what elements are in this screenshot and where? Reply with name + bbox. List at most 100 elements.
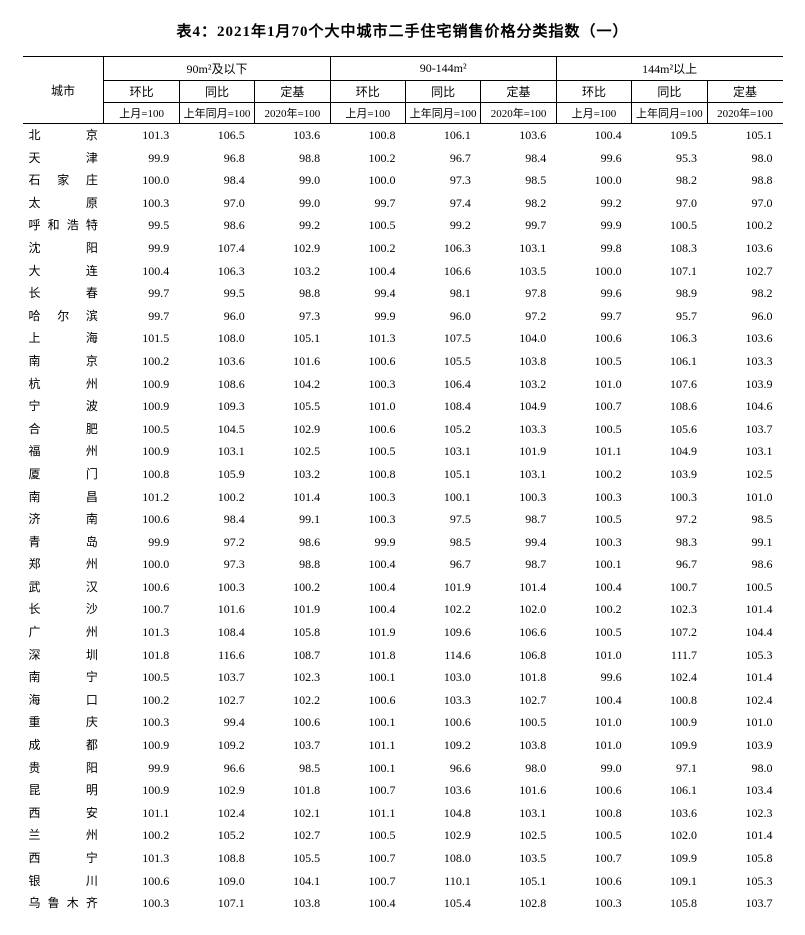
value-cell: 104.9 — [632, 440, 707, 463]
table-row: 济 南100.698.499.1100.397.598.7100.597.298… — [23, 508, 783, 531]
value-cell: 109.3 — [179, 395, 254, 418]
city-cell: 石 家 庄 — [23, 169, 104, 192]
value-cell: 101.4 — [255, 486, 330, 509]
value-cell: 105.8 — [707, 847, 782, 870]
table-row: 长 沙100.7101.6101.9100.4102.2102.0100.210… — [23, 598, 783, 621]
value-cell: 106.5 — [179, 124, 254, 147]
value-cell: 106.4 — [405, 373, 480, 396]
city-cell: 广 州 — [23, 621, 104, 644]
table-row: 银 川100.6109.0104.1100.7110.1105.1100.610… — [23, 870, 783, 893]
value-cell: 100.3 — [556, 892, 631, 915]
value-cell: 103.5 — [481, 260, 556, 283]
value-cell: 100.2 — [104, 350, 179, 373]
value-cell: 100.9 — [632, 711, 707, 734]
value-cell: 106.6 — [405, 260, 480, 283]
value-cell: 103.6 — [405, 779, 480, 802]
city-cell: 杭 州 — [23, 373, 104, 396]
value-cell: 108.6 — [632, 395, 707, 418]
value-cell: 109.2 — [405, 734, 480, 757]
value-cell: 100.3 — [330, 508, 405, 531]
value-cell: 105.6 — [632, 418, 707, 441]
value-cell: 98.9 — [632, 282, 707, 305]
value-cell: 96.7 — [632, 553, 707, 576]
value-cell: 106.3 — [405, 237, 480, 260]
value-cell: 108.8 — [179, 847, 254, 870]
value-cell: 103.6 — [707, 237, 782, 260]
city-cell: 北 京 — [23, 124, 104, 147]
value-cell: 104.4 — [707, 621, 782, 644]
value-cell: 97.2 — [179, 531, 254, 554]
value-cell: 98.8 — [255, 553, 330, 576]
value-cell: 103.7 — [707, 418, 782, 441]
value-cell: 109.6 — [405, 621, 480, 644]
value-cell: 97.3 — [405, 169, 480, 192]
value-cell: 100.3 — [481, 486, 556, 509]
value-cell: 100.2 — [104, 824, 179, 847]
value-cell: 96.7 — [405, 553, 480, 576]
value-cell: 100.2 — [707, 214, 782, 237]
value-cell: 105.4 — [405, 892, 480, 915]
city-cell: 大 连 — [23, 260, 104, 283]
value-cell: 96.6 — [405, 757, 480, 780]
value-cell: 97.8 — [481, 282, 556, 305]
value-cell: 100.8 — [330, 463, 405, 486]
value-cell: 101.2 — [104, 486, 179, 509]
value-cell: 99.7 — [104, 305, 179, 328]
value-cell: 114.6 — [405, 644, 480, 667]
table-row: 青 岛99.997.298.699.998.599.4100.398.399.1 — [23, 531, 783, 554]
value-cell: 106.3 — [179, 260, 254, 283]
value-cell: 100.9 — [104, 440, 179, 463]
table-row: 石 家 庄100.098.499.0100.097.398.5100.098.2… — [23, 169, 783, 192]
value-cell: 103.3 — [405, 689, 480, 712]
value-cell: 101.8 — [104, 644, 179, 667]
value-cell: 101.5 — [104, 327, 179, 350]
header-city: 城市 — [23, 57, 104, 124]
value-cell: 105.2 — [179, 824, 254, 847]
table-row: 郑 州100.097.398.8100.496.798.7100.196.798… — [23, 553, 783, 576]
value-cell: 100.7 — [556, 847, 631, 870]
value-cell: 101.8 — [330, 644, 405, 667]
value-cell: 99.9 — [104, 531, 179, 554]
value-cell: 100.6 — [556, 327, 631, 350]
header-base: 上月=100 — [330, 103, 405, 124]
value-cell: 100.6 — [255, 711, 330, 734]
value-cell: 101.0 — [556, 373, 631, 396]
value-cell: 102.0 — [481, 598, 556, 621]
value-cell: 100.8 — [556, 802, 631, 825]
value-cell: 101.4 — [707, 824, 782, 847]
table-row: 深 圳101.8116.6108.7101.8114.6106.8101.011… — [23, 644, 783, 667]
city-cell: 西 宁 — [23, 847, 104, 870]
value-cell: 98.4 — [179, 169, 254, 192]
city-cell: 重 庆 — [23, 711, 104, 734]
value-cell: 101.3 — [104, 124, 179, 147]
value-cell: 103.4 — [707, 779, 782, 802]
value-cell: 101.0 — [707, 711, 782, 734]
city-cell: 长 春 — [23, 282, 104, 305]
table-row: 广 州101.3108.4105.8101.9109.6106.6100.510… — [23, 621, 783, 644]
value-cell: 101.4 — [707, 598, 782, 621]
value-cell: 106.1 — [405, 124, 480, 147]
table-row: 呼和浩特99.598.699.2100.599.299.799.9100.510… — [23, 214, 783, 237]
value-cell: 96.0 — [707, 305, 782, 328]
table-row: 大 连100.4106.3103.2100.4106.6103.5100.010… — [23, 260, 783, 283]
value-cell: 100.7 — [104, 598, 179, 621]
value-cell: 107.1 — [632, 260, 707, 283]
value-cell: 109.2 — [179, 734, 254, 757]
value-cell: 102.9 — [179, 779, 254, 802]
header-sub: 环比 — [330, 81, 405, 103]
value-cell: 103.2 — [255, 463, 330, 486]
value-cell: 105.3 — [707, 870, 782, 893]
value-cell: 100.7 — [632, 576, 707, 599]
value-cell: 100.1 — [556, 553, 631, 576]
value-cell: 98.7 — [481, 508, 556, 531]
value-cell: 97.0 — [632, 192, 707, 215]
value-cell: 98.7 — [481, 553, 556, 576]
value-cell: 99.8 — [556, 237, 631, 260]
table-row: 昆 明100.9102.9101.8100.7103.6101.6100.610… — [23, 779, 783, 802]
value-cell: 103.8 — [255, 892, 330, 915]
value-cell: 100.7 — [330, 779, 405, 802]
value-cell: 100.4 — [330, 576, 405, 599]
value-cell: 107.2 — [632, 621, 707, 644]
value-cell: 101.8 — [481, 666, 556, 689]
value-cell: 97.3 — [255, 305, 330, 328]
